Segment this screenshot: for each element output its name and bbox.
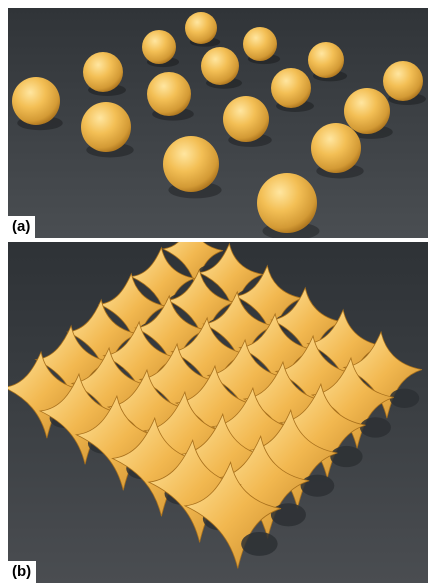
sphere	[185, 12, 217, 44]
panel-b-label: (b)	[8, 561, 37, 583]
sphere	[243, 27, 277, 61]
sphere	[344, 88, 390, 134]
lattice-cell	[147, 438, 242, 543]
lattice-pore	[241, 531, 278, 556]
panel-a-label: (a)	[8, 216, 36, 238]
lattice-pore	[270, 503, 306, 527]
sphere-array-render	[12, 12, 426, 238]
lattice-pore	[359, 417, 391, 438]
lattice-cell	[183, 461, 282, 569]
sphere	[201, 47, 239, 85]
sphere	[83, 52, 123, 92]
sphere	[383, 61, 423, 101]
sphere	[163, 136, 219, 192]
sphere	[223, 96, 269, 142]
sphere	[271, 68, 311, 108]
sphere	[257, 173, 317, 233]
sphere	[142, 30, 176, 64]
lattice-pore	[330, 445, 363, 468]
lattice-pore	[389, 388, 420, 409]
sphere	[311, 123, 361, 173]
lattice-cell	[161, 242, 224, 289]
panel-b: (b)	[8, 242, 428, 583]
sphere	[12, 77, 60, 125]
panel-a: (a)	[8, 8, 428, 238]
gyroid-lattice-render	[8, 242, 423, 569]
sphere	[81, 102, 131, 152]
sphere	[308, 42, 344, 78]
lattice-pore	[300, 474, 335, 497]
sphere	[147, 72, 191, 116]
